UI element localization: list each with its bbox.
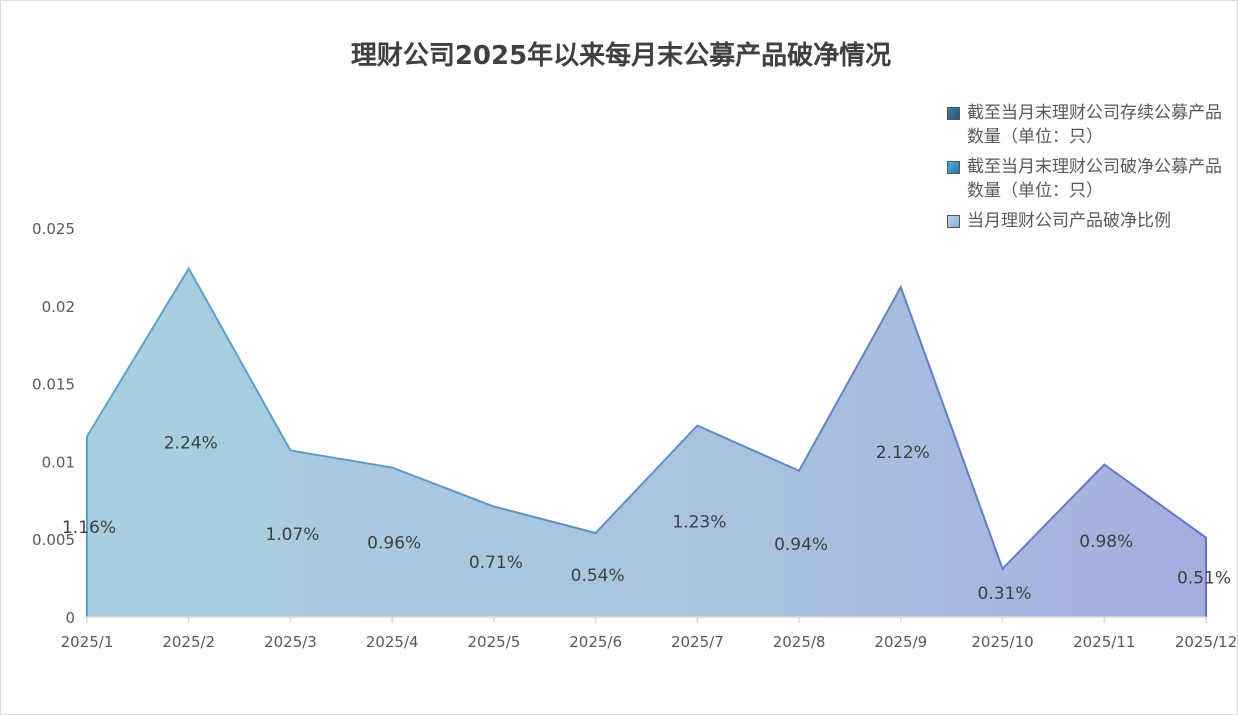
x-tick-label: 2025/4 bbox=[366, 633, 419, 651]
y-tick-label: 0 bbox=[65, 609, 75, 627]
legend-swatch bbox=[947, 161, 960, 174]
x-tick-label: 2025/2 bbox=[162, 633, 215, 651]
area-fill bbox=[87, 268, 1206, 617]
legend-label: 当月理财公司产品破净比例 bbox=[967, 211, 1171, 231]
data-label: 0.94% bbox=[774, 535, 828, 555]
data-label: 0.98% bbox=[1079, 532, 1133, 552]
data-label: 1.16% bbox=[62, 518, 116, 538]
legend-label: 截至当月末理财公司存续公募产品数量（单位：只） bbox=[967, 103, 1222, 147]
y-tick-label: 0.005 bbox=[32, 531, 75, 549]
legend-item: 当月理财公司产品破净比例 bbox=[947, 209, 1232, 233]
x-tick-label: 2025/1 bbox=[61, 633, 114, 651]
y-tick-label: 0.025 bbox=[32, 220, 75, 238]
x-tick-label: 2025/7 bbox=[671, 633, 724, 651]
legend-swatch bbox=[947, 215, 960, 228]
y-tick-label: 0.02 bbox=[42, 298, 75, 316]
x-tick-label: 2025/8 bbox=[773, 633, 826, 651]
data-label: 0.54% bbox=[571, 566, 625, 586]
data-label: 1.07% bbox=[265, 525, 319, 545]
data-label: 1.23% bbox=[672, 512, 726, 532]
y-tick-label: 0.01 bbox=[42, 453, 75, 471]
data-label: 0.51% bbox=[1177, 568, 1231, 588]
chart-title: 理财公司2025年以来每月末公募产品破净情况 bbox=[350, 41, 892, 71]
x-tick-label: 2025/12 bbox=[1175, 633, 1237, 651]
legend-label: 截至当月末理财公司破净公募产品数量（单位：只） bbox=[967, 157, 1222, 201]
legend: 截至当月末理财公司存续公募产品数量（单位：只） 截至当月末理财公司破净公募产品数… bbox=[947, 101, 1232, 239]
legend-item: 截至当月末理财公司存续公募产品数量（单位：只） bbox=[947, 101, 1232, 149]
x-tick-label: 2025/3 bbox=[264, 633, 317, 651]
x-tick-label: 2025/10 bbox=[971, 633, 1033, 651]
x-tick-label: 2025/9 bbox=[874, 633, 927, 651]
x-tick-label: 2025/11 bbox=[1073, 633, 1135, 651]
data-label: 0.96% bbox=[367, 533, 421, 553]
x-tick-label: 2025/6 bbox=[569, 633, 622, 651]
y-tick-label: 0.015 bbox=[32, 376, 75, 394]
legend-swatch bbox=[947, 107, 960, 120]
data-label: 0.31% bbox=[978, 584, 1032, 604]
data-label: 0.71% bbox=[469, 553, 523, 573]
data-label: 2.12% bbox=[876, 443, 930, 463]
data-label: 2.24% bbox=[164, 434, 218, 454]
area-outline bbox=[86, 266, 1207, 617]
x-tick-label: 2025/5 bbox=[468, 633, 521, 651]
legend-item: 截至当月末理财公司破净公募产品数量（单位：只） bbox=[947, 155, 1232, 203]
